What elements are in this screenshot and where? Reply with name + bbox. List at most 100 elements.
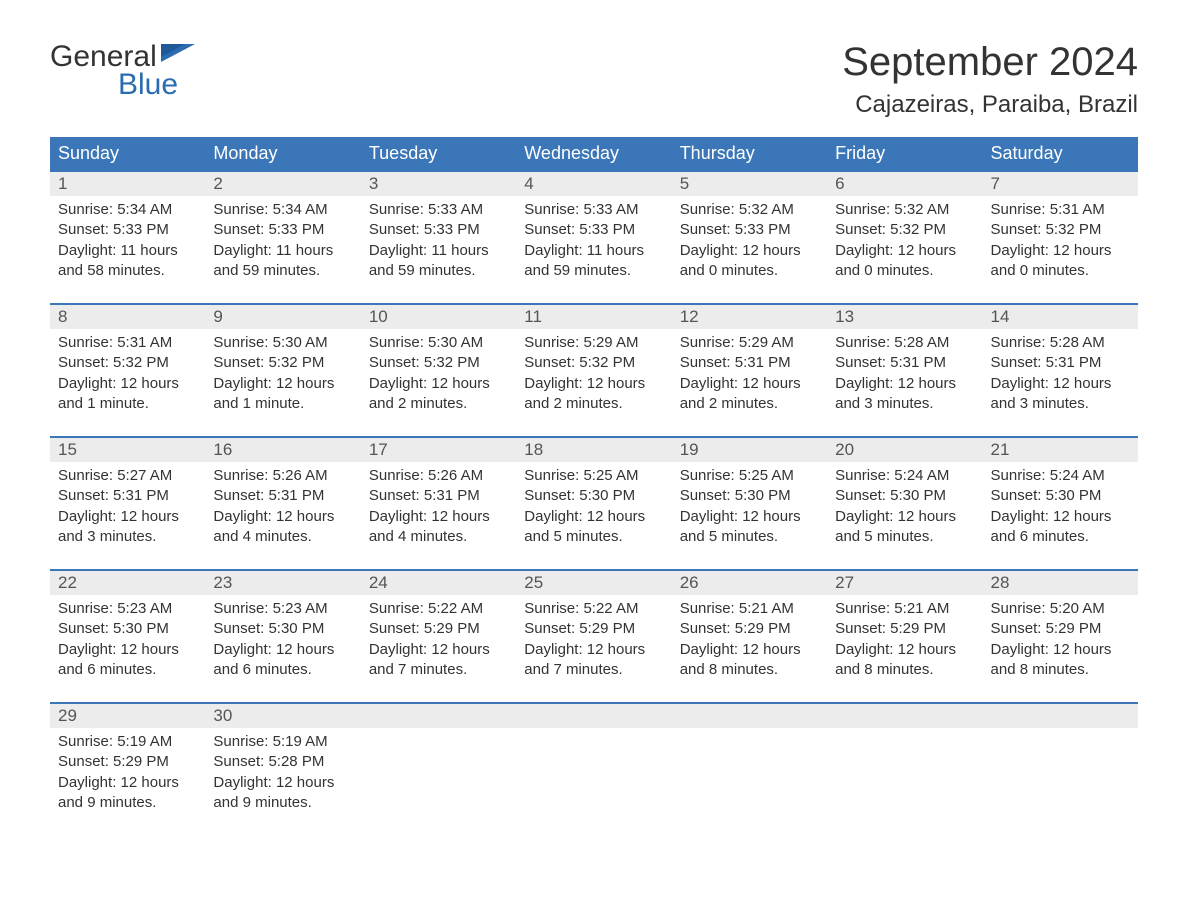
day-number <box>827 704 982 728</box>
sunset-text: Sunset: 5:30 PM <box>524 486 663 506</box>
sunrise-text: Sunrise: 5:34 AM <box>58 200 197 220</box>
day-content: Sunrise: 5:23 AMSunset: 5:30 PMDaylight:… <box>205 595 360 686</box>
day-number: 18 <box>516 438 671 462</box>
daylight-text: Daylight: 12 hours and 3 minutes. <box>58 507 197 548</box>
day-number: 6 <box>827 172 982 196</box>
weekday-header: Saturday <box>983 137 1138 170</box>
day-content: Sunrise: 5:33 AMSunset: 5:33 PMDaylight:… <box>516 196 671 287</box>
sunset-text: Sunset: 5:30 PM <box>213 619 352 639</box>
daylight-text: Daylight: 12 hours and 2 minutes. <box>524 374 663 415</box>
header-block: General Blue September 2024 Cajazeiras, … <box>50 40 1138 119</box>
day-number: 14 <box>983 305 1138 329</box>
sunset-text: Sunset: 5:29 PM <box>369 619 508 639</box>
day-number: 16 <box>205 438 360 462</box>
daylight-text: Daylight: 12 hours and 3 minutes. <box>835 374 974 415</box>
sunrise-text: Sunrise: 5:34 AM <box>213 200 352 220</box>
week-row: 8Sunrise: 5:31 AMSunset: 5:32 PMDaylight… <box>50 303 1138 420</box>
day-content: Sunrise: 5:20 AMSunset: 5:29 PMDaylight:… <box>983 595 1138 686</box>
sunset-text: Sunset: 5:33 PM <box>369 220 508 240</box>
day-cell: 2Sunrise: 5:34 AMSunset: 5:33 PMDaylight… <box>205 172 360 287</box>
day-cell: 4Sunrise: 5:33 AMSunset: 5:33 PMDaylight… <box>516 172 671 287</box>
weekday-header: Thursday <box>672 137 827 170</box>
sunset-text: Sunset: 5:33 PM <box>213 220 352 240</box>
weekday-header: Tuesday <box>361 137 516 170</box>
daylight-text: Daylight: 12 hours and 0 minutes. <box>991 241 1130 282</box>
day-content: Sunrise: 5:24 AMSunset: 5:30 PMDaylight:… <box>983 462 1138 553</box>
sunset-text: Sunset: 5:30 PM <box>835 486 974 506</box>
day-cell: 28Sunrise: 5:20 AMSunset: 5:29 PMDayligh… <box>983 571 1138 686</box>
sunrise-text: Sunrise: 5:30 AM <box>213 333 352 353</box>
day-content: Sunrise: 5:22 AMSunset: 5:29 PMDaylight:… <box>516 595 671 686</box>
page-title: September 2024 <box>842 40 1138 85</box>
day-number: 20 <box>827 438 982 462</box>
day-content: Sunrise: 5:33 AMSunset: 5:33 PMDaylight:… <box>361 196 516 287</box>
day-cell: 14Sunrise: 5:28 AMSunset: 5:31 PMDayligh… <box>983 305 1138 420</box>
daylight-text: Daylight: 12 hours and 1 minute. <box>58 374 197 415</box>
sunset-text: Sunset: 5:32 PM <box>991 220 1130 240</box>
sunset-text: Sunset: 5:31 PM <box>369 486 508 506</box>
day-number: 23 <box>205 571 360 595</box>
daylight-text: Daylight: 12 hours and 9 minutes. <box>58 773 197 814</box>
sunrise-text: Sunrise: 5:22 AM <box>369 599 508 619</box>
day-number: 15 <box>50 438 205 462</box>
sunset-text: Sunset: 5:29 PM <box>991 619 1130 639</box>
day-number: 21 <box>983 438 1138 462</box>
daylight-text: Daylight: 12 hours and 2 minutes. <box>369 374 508 415</box>
day-content: Sunrise: 5:24 AMSunset: 5:30 PMDaylight:… <box>827 462 982 553</box>
daylight-text: Daylight: 12 hours and 3 minutes. <box>991 374 1130 415</box>
day-content: Sunrise: 5:29 AMSunset: 5:32 PMDaylight:… <box>516 329 671 420</box>
daylight-text: Daylight: 12 hours and 0 minutes. <box>835 241 974 282</box>
day-content: Sunrise: 5:26 AMSunset: 5:31 PMDaylight:… <box>361 462 516 553</box>
week-row: 1Sunrise: 5:34 AMSunset: 5:33 PMDaylight… <box>50 170 1138 287</box>
day-cell <box>827 704 982 819</box>
sunset-text: Sunset: 5:28 PM <box>213 752 352 772</box>
day-content: Sunrise: 5:30 AMSunset: 5:32 PMDaylight:… <box>361 329 516 420</box>
day-cell: 1Sunrise: 5:34 AMSunset: 5:33 PMDaylight… <box>50 172 205 287</box>
calendar: SundayMondayTuesdayWednesdayThursdayFrid… <box>50 137 1138 819</box>
day-cell: 29Sunrise: 5:19 AMSunset: 5:29 PMDayligh… <box>50 704 205 819</box>
day-number: 29 <box>50 704 205 728</box>
location-label: Cajazeiras, Paraiba, Brazil <box>842 91 1138 119</box>
day-cell: 17Sunrise: 5:26 AMSunset: 5:31 PMDayligh… <box>361 438 516 553</box>
sunrise-text: Sunrise: 5:26 AM <box>213 466 352 486</box>
sunset-text: Sunset: 5:32 PM <box>58 353 197 373</box>
daylight-text: Daylight: 11 hours and 59 minutes. <box>524 241 663 282</box>
day-content: Sunrise: 5:34 AMSunset: 5:33 PMDaylight:… <box>50 196 205 287</box>
week-row: 22Sunrise: 5:23 AMSunset: 5:30 PMDayligh… <box>50 569 1138 686</box>
day-number: 22 <box>50 571 205 595</box>
sunrise-text: Sunrise: 5:29 AM <box>524 333 663 353</box>
day-cell <box>983 704 1138 819</box>
logo-word-2: Blue <box>118 68 195 102</box>
weekday-header: Friday <box>827 137 982 170</box>
day-content: Sunrise: 5:31 AMSunset: 5:32 PMDaylight:… <box>50 329 205 420</box>
sunrise-text: Sunrise: 5:19 AM <box>213 732 352 752</box>
day-content: Sunrise: 5:29 AMSunset: 5:31 PMDaylight:… <box>672 329 827 420</box>
day-cell: 25Sunrise: 5:22 AMSunset: 5:29 PMDayligh… <box>516 571 671 686</box>
sunrise-text: Sunrise: 5:20 AM <box>991 599 1130 619</box>
sunset-text: Sunset: 5:33 PM <box>524 220 663 240</box>
day-content: Sunrise: 5:21 AMSunset: 5:29 PMDaylight:… <box>827 595 982 686</box>
day-cell: 5Sunrise: 5:32 AMSunset: 5:33 PMDaylight… <box>672 172 827 287</box>
day-content: Sunrise: 5:23 AMSunset: 5:30 PMDaylight:… <box>50 595 205 686</box>
daylight-text: Daylight: 12 hours and 6 minutes. <box>991 507 1130 548</box>
daylight-text: Daylight: 12 hours and 1 minute. <box>213 374 352 415</box>
title-block: September 2024 Cajazeiras, Paraiba, Braz… <box>842 40 1138 119</box>
day-content: Sunrise: 5:32 AMSunset: 5:33 PMDaylight:… <box>672 196 827 287</box>
day-cell <box>672 704 827 819</box>
day-cell <box>361 704 516 819</box>
daylight-text: Daylight: 12 hours and 7 minutes. <box>524 640 663 681</box>
sunrise-text: Sunrise: 5:33 AM <box>524 200 663 220</box>
daylight-text: Daylight: 12 hours and 8 minutes. <box>991 640 1130 681</box>
sunrise-text: Sunrise: 5:25 AM <box>680 466 819 486</box>
day-number: 5 <box>672 172 827 196</box>
sunrise-text: Sunrise: 5:23 AM <box>213 599 352 619</box>
daylight-text: Daylight: 12 hours and 4 minutes. <box>369 507 508 548</box>
day-number: 1 <box>50 172 205 196</box>
day-cell: 19Sunrise: 5:25 AMSunset: 5:30 PMDayligh… <box>672 438 827 553</box>
calendar-weeks: 1Sunrise: 5:34 AMSunset: 5:33 PMDaylight… <box>50 170 1138 819</box>
daylight-text: Daylight: 11 hours and 59 minutes. <box>369 241 508 282</box>
day-cell: 21Sunrise: 5:24 AMSunset: 5:30 PMDayligh… <box>983 438 1138 553</box>
sunset-text: Sunset: 5:29 PM <box>835 619 974 639</box>
day-number: 12 <box>672 305 827 329</box>
daylight-text: Daylight: 12 hours and 5 minutes. <box>524 507 663 548</box>
